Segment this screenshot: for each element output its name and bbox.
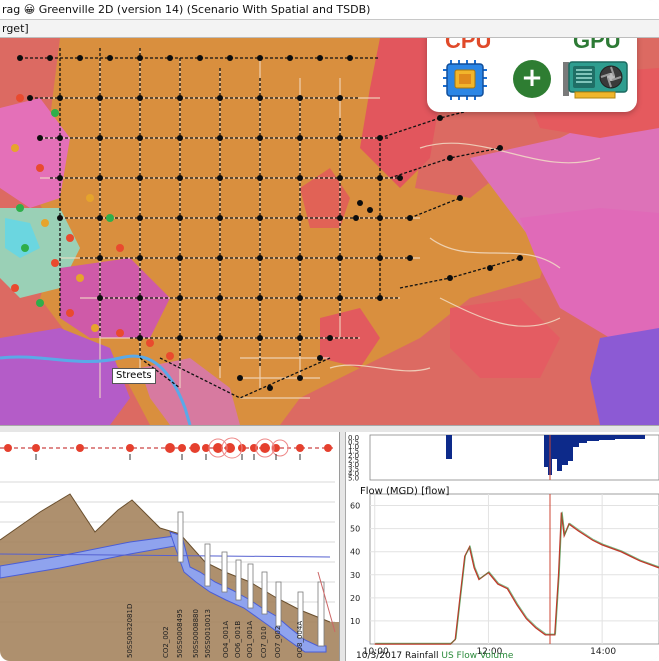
rain-tick-label: 5.0 [348, 475, 359, 483]
long-section-profile[interactable]: 50SS0032081D CO2_002 50SS0008495 50SS000… [0, 432, 340, 661]
rain-tick-label: 0.5 [348, 439, 359, 447]
flow-graph: 0.00.51.01.52.02.53.03.54.05.0 60 50 40 30 2… [348, 434, 659, 657]
rain-tick-label: 3.0 [348, 461, 359, 469]
legend-flow: US Flow Volume [441, 651, 514, 661]
rain-tick-label: 1.0 [348, 443, 359, 451]
profile-canvas: 50SS0032081D CO2_002 50SS0008495 50SS000… [0, 437, 339, 661]
profile-label: 50SS0008880 [192, 609, 200, 658]
graph-legend: 10/3/2017 Rainfall US Flow Volume [356, 651, 513, 661]
window-title: rag 😀 Greenville 2D (version 14) (Scenar… [2, 3, 371, 16]
profile-label: 50SS0032081D [126, 604, 134, 658]
profile-label: OO4_001A [222, 621, 230, 658]
profile-label: OO8_004A [296, 621, 304, 658]
rain-tick-label: 4.0 [348, 470, 359, 478]
profile-label: OO1_001A [246, 621, 254, 658]
rain-tick-label: 2.5 [348, 457, 359, 465]
rain-tick-label: 1.5 [348, 448, 359, 456]
profile-label: OO7_002 [274, 626, 282, 658]
plus-icon: + [513, 60, 551, 98]
vertical-splitter[interactable] [340, 432, 346, 661]
flow-tick-label: 60 [350, 502, 360, 511]
profile-label: CO2_002 [162, 626, 170, 658]
gpu-card-icon [563, 61, 628, 99]
cpu-gpu-badge: CPU GPU + [427, 38, 637, 112]
profile-label: CO7_010 [260, 626, 268, 658]
profile-label: OO6_001B [234, 621, 242, 658]
flow-tick-label: 20 [350, 594, 360, 603]
flow-series-line [375, 511, 659, 644]
flow-tick-label: 40 [350, 548, 360, 557]
time-tick-label: 14:00 [590, 647, 616, 657]
profile-label: 50SS0010013 [204, 609, 212, 658]
flow-graph-panel[interactable]: 0.0 0.5 1.0 1.5 2.0 2.5 3.0 3.5 4.0 5.0 60 50 40 30 2… [346, 432, 659, 661]
window-titlebar: rag 😀 Greenville 2D (version 14) (Scenar… [0, 0, 659, 20]
rain-tick-label: 0.0 [348, 434, 359, 442]
status-nodes [11, 94, 174, 360]
time-tick-label: 12:00 [476, 647, 502, 657]
flow-tick-label: 10 [350, 617, 360, 626]
time-tick-label: 10:00 [363, 647, 389, 657]
map-view[interactable]: Streets CPU GPU [0, 38, 659, 425]
rain-tick-label: 2.0 [348, 452, 359, 460]
flow-tick-label: 50 [350, 525, 360, 534]
date-label: 10/3/2017 [356, 651, 403, 661]
document-tab-bar: rget] [0, 20, 659, 38]
profile-label: 50SS0008495 [176, 609, 184, 658]
map-tooltip: Streets [112, 368, 156, 384]
flow-axis-title: Flow (MGD) [flow] [360, 486, 450, 497]
flow-tick-label: 30 [350, 571, 360, 580]
rain-tick-label: 3.5 [348, 466, 359, 474]
document-tab[interactable]: rget] [2, 22, 29, 35]
cpu-chip-icon [443, 60, 487, 100]
legend-rainfall: Rainfall [405, 651, 439, 661]
cpu-label: CPU [445, 38, 492, 53]
gpu-label: GPU [573, 38, 621, 53]
